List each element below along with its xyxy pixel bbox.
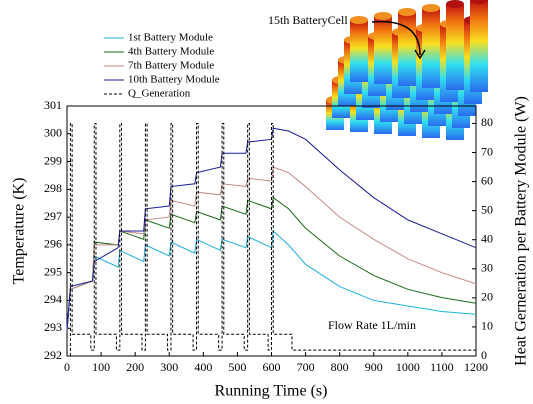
y2-tick-label: 80 bbox=[481, 115, 493, 129]
annotation: 15th BatteryCell bbox=[268, 13, 348, 27]
y-tick-label: 294 bbox=[44, 292, 62, 306]
x-tick-label: 100 bbox=[92, 360, 110, 374]
annotation: Flow Rate 1L/min bbox=[328, 318, 416, 332]
y-tick-label: 295 bbox=[44, 264, 62, 278]
y-tick-label: 300 bbox=[44, 126, 62, 140]
cell bbox=[422, 8, 440, 88]
y2-tick-label: 0 bbox=[481, 348, 487, 362]
cell-top bbox=[374, 12, 392, 20]
x-tick-label: 200 bbox=[126, 360, 144, 374]
y2-tick-label: 70 bbox=[481, 144, 493, 158]
x-tick-label: 800 bbox=[331, 360, 349, 374]
y2-axis-label: Heat Gerneration per Battery Module (W) bbox=[513, 96, 530, 366]
y-tick-label: 292 bbox=[44, 348, 62, 362]
y2-tick-label: 20 bbox=[481, 290, 493, 304]
legend-label: Q_Generation bbox=[128, 88, 191, 100]
cell-top bbox=[446, 0, 464, 8]
x-tick-label: 500 bbox=[228, 360, 246, 374]
cell bbox=[398, 12, 416, 86]
y-tick-label: 297 bbox=[44, 209, 62, 223]
cell bbox=[446, 4, 464, 90]
cell bbox=[374, 16, 392, 84]
x-tick-label: 700 bbox=[297, 360, 315, 374]
y-axis-label: Temperature (K) bbox=[11, 178, 28, 285]
cell-top bbox=[398, 8, 416, 16]
y2-tick-label: 30 bbox=[481, 261, 493, 275]
y-tick-label: 293 bbox=[44, 320, 62, 334]
y-tick-label: 296 bbox=[44, 237, 62, 251]
legend-label: 10th Battery Module bbox=[128, 74, 220, 86]
x-tick-label: 300 bbox=[160, 360, 178, 374]
series-line bbox=[67, 231, 476, 331]
y2-tick-label: 50 bbox=[481, 202, 493, 216]
cell-top bbox=[422, 4, 440, 12]
x-tick-label: 0 bbox=[64, 360, 70, 374]
legend-label: 4th Battery Module bbox=[128, 46, 214, 58]
y-tick-label: 299 bbox=[44, 153, 62, 167]
x-axis-label: Running Time (s) bbox=[215, 383, 328, 400]
x-tick-label: 900 bbox=[365, 360, 383, 374]
x-tick-label: 1200 bbox=[464, 360, 488, 374]
y2-tick-label: 40 bbox=[481, 231, 493, 245]
legend-label: 1st Battery Module bbox=[128, 32, 213, 44]
x-tick-label: 600 bbox=[263, 360, 281, 374]
x-tick-label: 400 bbox=[194, 360, 212, 374]
cell bbox=[350, 20, 368, 82]
chart: Running Time (s) Temperature (K) Heat Ge… bbox=[0, 0, 533, 404]
battery-image bbox=[326, 0, 488, 140]
y-tick-label: 298 bbox=[44, 181, 62, 195]
cell bbox=[470, 0, 488, 92]
y2-tick-label: 10 bbox=[481, 319, 493, 333]
x-tick-label: 1000 bbox=[396, 360, 420, 374]
y2-tick-label: 60 bbox=[481, 173, 493, 187]
y-tick-label: 301 bbox=[44, 98, 62, 112]
legend-label: 7th Battery Module bbox=[128, 60, 214, 72]
cell-top bbox=[350, 16, 368, 24]
x-tick-label: 1100 bbox=[430, 360, 454, 374]
